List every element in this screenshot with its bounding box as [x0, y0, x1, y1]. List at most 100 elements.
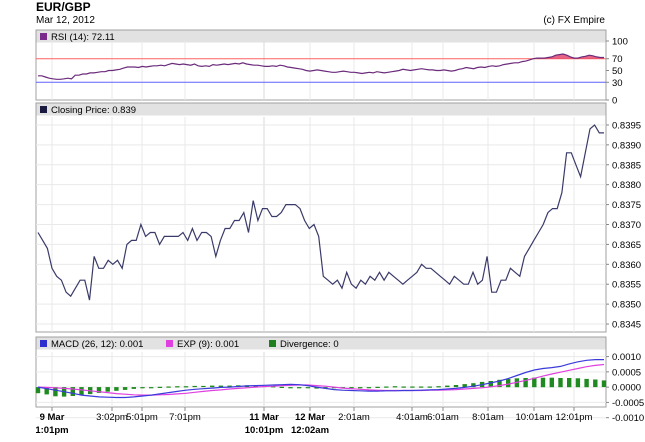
divergence-bar — [575, 378, 581, 388]
divergence-bar — [305, 387, 311, 389]
price-legend-swatch — [40, 106, 47, 113]
rsi-y-tick-label: 50 — [612, 66, 623, 77]
divergence-bar — [410, 386, 415, 388]
divergence-bar — [122, 387, 128, 390]
rsi-legend-swatch — [40, 33, 47, 40]
macd-legend-1-label: EXP (9): 0.001 — [177, 339, 239, 350]
divergence-bar — [105, 387, 110, 392]
macd-y-tick-label: 0.0005 — [612, 367, 641, 378]
divergence-bar — [44, 387, 49, 395]
price-y-tick-label: 0.8375 — [612, 200, 641, 211]
divergence-bar — [192, 385, 197, 388]
x-tick-label-secondary: 12:02am — [291, 425, 329, 436]
divergence-bar — [157, 386, 163, 388]
divergence-bar — [540, 377, 546, 388]
divergence-bar — [79, 387, 84, 395]
divergence-bar — [436, 386, 441, 388]
divergence-bar — [488, 381, 493, 388]
divergence-bar — [114, 387, 119, 391]
price-series-line — [37, 124, 604, 301]
macd-y-tick-label: 0.0010 — [612, 352, 641, 363]
divergence-bar — [593, 379, 598, 388]
divergence-bar — [96, 387, 102, 393]
divergence-bar — [288, 387, 293, 389]
x-tick-label: 7:01pm — [169, 412, 201, 423]
chart-date: Mar 12, 2012 — [36, 15, 95, 26]
divergence-bar — [549, 377, 554, 388]
price-y-tick-label: 0.8360 — [612, 260, 641, 271]
divergence-bar — [497, 379, 502, 388]
divergence-bar — [418, 386, 424, 388]
divergence-bar — [131, 387, 136, 389]
divergence-bar — [567, 378, 572, 388]
x-tick-label: 10:01am — [516, 412, 553, 423]
macd-series-line — [37, 359, 604, 399]
divergence-bar — [253, 385, 258, 388]
divergence-bar — [70, 387, 75, 396]
exp-series-line — [37, 363, 605, 396]
divergence-bar — [401, 386, 406, 388]
rsi-series-line — [38, 53, 604, 80]
price-y-tick-label: 0.8380 — [612, 180, 641, 191]
price-legend-bar — [36, 103, 606, 116]
divergence-bar — [532, 377, 537, 388]
x-tick-label: 3:02pm — [96, 412, 128, 423]
divergence-bar — [453, 385, 459, 388]
rsi-legend-label: RSI (14): 72.11 — [51, 32, 115, 43]
divergence-bar — [523, 378, 528, 388]
price-y-tick-label: 0.8390 — [612, 140, 641, 151]
divergence-bar — [392, 386, 398, 388]
x-tick-label-secondary: 1:01pm — [35, 425, 68, 436]
divergence-bar — [427, 386, 432, 388]
rsi-y-tick-label: 0 — [612, 96, 617, 107]
x-tick-label: 5:01pm — [126, 412, 158, 423]
macd-y-tick-label: -0.0010 — [612, 413, 644, 424]
price-y-tick-label: 0.8350 — [612, 300, 641, 311]
divergence-bar — [140, 387, 145, 389]
x-tick-label: 2:01am — [338, 412, 370, 423]
chart-credit: (c) FX Empire — [543, 15, 605, 26]
divergence-bar — [53, 387, 58, 397]
price-y-tick-label: 0.8370 — [612, 220, 641, 231]
x-tick-label: 11 Mar — [249, 412, 279, 423]
x-tick-label-secondary: 10:01pm — [245, 425, 284, 436]
divergence-bar — [584, 378, 589, 388]
chart-title: EUR/GBP — [36, 0, 91, 14]
price-y-tick-label: 0.8355 — [612, 280, 641, 291]
macd-legend-bar — [36, 337, 606, 350]
macd-legend-0-label: MACD (26, 12): 0.001 — [51, 339, 143, 350]
divergence-bar — [149, 387, 154, 389]
divergence-bar — [558, 378, 563, 388]
x-tick-label: 9 Mar — [40, 412, 65, 423]
divergence-bar — [183, 386, 189, 388]
divergence-bar — [506, 378, 511, 388]
divergence-bar — [601, 380, 607, 388]
divergence-bar — [175, 386, 180, 388]
divergence-bar — [201, 385, 206, 388]
macd-legend-1-swatch — [166, 340, 173, 347]
divergence-bar — [210, 385, 215, 388]
divergence-bar — [384, 386, 389, 388]
rsi-y-tick-label: 30 — [612, 78, 623, 89]
price-y-tick-label: 0.8345 — [612, 320, 641, 331]
macd-y-tick-label: -0.0005 — [612, 398, 644, 409]
divergence-bar — [314, 387, 319, 389]
divergence-bar — [279, 386, 284, 388]
macd-legend-0-swatch — [40, 340, 47, 347]
rsi-legend-bar — [36, 30, 606, 43]
price-legend-label: Closing Price: 0.839 — [51, 105, 136, 116]
divergence-bar — [349, 387, 354, 389]
macd-y-tick-label: 0.0000 — [612, 383, 641, 394]
rsi-overbought-area — [537, 54, 604, 59]
divergence-bar — [218, 385, 224, 388]
price-panel-frame — [35, 102, 607, 333]
divergence-bar — [445, 385, 450, 388]
macd-legend-2-swatch — [269, 340, 276, 347]
price-y-tick-label: 0.8365 — [612, 240, 641, 251]
rsi-y-tick-label: 70 — [612, 54, 623, 65]
rsi-y-tick-label: 100 — [612, 37, 628, 48]
macd-legend-2-label: Divergence: 0 — [280, 339, 339, 350]
x-tick-label: 12:01pm — [556, 412, 593, 423]
x-tick-label: 12 Mar — [295, 412, 325, 423]
